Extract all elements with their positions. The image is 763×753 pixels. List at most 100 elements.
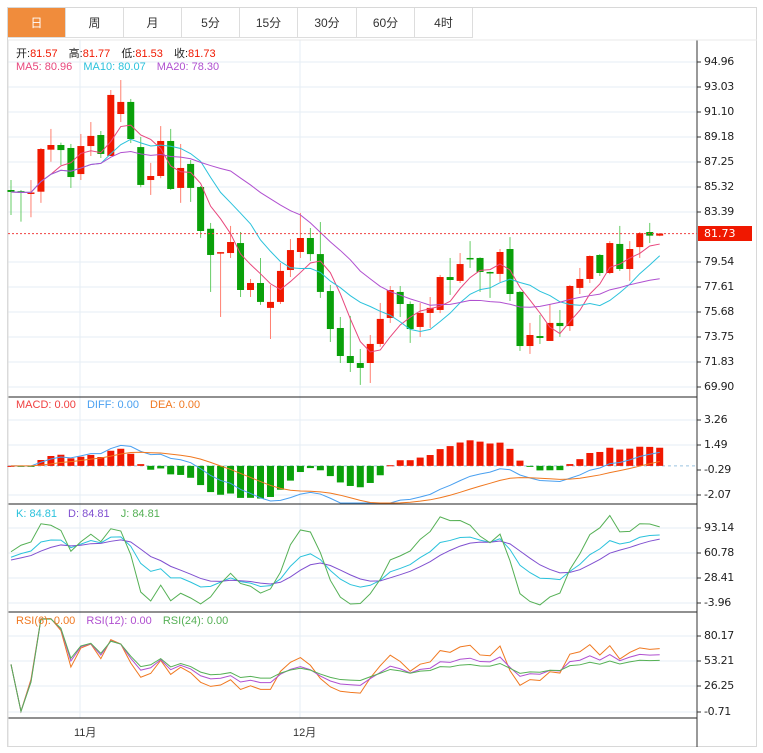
candle-down [207,228,215,255]
rsi-legend: RSI(6): 0.00 RSI(12): 0.00 RSI(24): 0.00 [16,615,228,627]
macd-bar [546,465,554,471]
macd-bar [37,460,45,466]
tab-week[interactable]: 周 [66,8,124,38]
candle-down [97,135,105,154]
candle-up [606,243,614,274]
j-line [10,514,660,606]
tab-month[interactable]: 月 [124,8,182,38]
close-label: 收: [173,48,189,60]
macd-bar [57,454,65,466]
candle-up [117,101,125,115]
candle-up [227,242,235,254]
close-value: 81.73 [188,48,216,60]
candle-up [416,312,424,327]
macd-bar [606,447,614,466]
open-label: 开: [16,48,31,60]
diff-line [10,444,660,504]
k-line [10,534,660,588]
candle-down [7,190,15,192]
high-value: 81.77 [82,48,111,60]
candle-down [596,254,604,274]
candle-down [406,303,414,330]
price-tick: 94.96 [704,55,734,68]
candle-up [47,145,55,150]
price-tick: 71.83 [704,355,734,368]
macd-bar [596,451,604,466]
macd-bar [167,465,175,475]
candle-up [147,175,155,181]
tab-30min[interactable]: 30分 [298,8,357,38]
candle-up [296,237,304,252]
candle-up [586,256,594,279]
tab-60min[interactable]: 60分 [357,8,415,38]
diff-value: DIFF: 0.00 [86,399,139,411]
macd-bar [646,446,654,466]
candle-up [376,318,384,344]
candle-up [107,94,115,157]
candle-up [366,343,374,364]
macd-bar [576,459,584,466]
macd-bar [566,464,574,466]
ma5-line [10,124,660,353]
macd-bar [506,448,514,466]
tab-day[interactable]: 日 [8,8,66,38]
macd-bar [177,465,185,475]
rsi-tick: 26.25 [704,679,734,692]
candle-up [656,233,664,236]
candle-down [57,145,65,151]
candle-up [177,167,185,188]
kdj-tick: -3.96 [704,596,731,609]
macd-bar [626,448,634,466]
macd-bar [247,465,255,498]
macd-bar [616,449,624,466]
macd-bar [117,448,125,466]
tab-15min[interactable]: 15分 [240,8,298,38]
tab-5min[interactable]: 5分 [182,8,240,38]
rsi24-line [10,618,660,714]
macd-bar [326,465,334,477]
candle-up [456,264,464,281]
candle-up [276,270,284,302]
price-tick: 79.54 [704,255,734,268]
candle-down [506,249,514,295]
candle-up [546,322,554,341]
macd-bar [466,440,474,466]
candle-down [197,187,205,231]
dea-value: DEA: 0.00 [150,399,201,411]
candle-up [526,334,534,347]
candle-up [87,135,95,147]
macd-bar [496,442,504,466]
candle-up [27,192,35,194]
x-label-nov: 11月 [74,727,97,739]
ma20-legend: MA20: 78.30 [156,61,220,73]
price-tick: 85.32 [704,180,734,193]
macd-bar [516,460,524,466]
candle-up [217,252,225,254]
macd-bar [276,465,284,490]
candle-down [396,291,404,304]
macd-bar [446,446,454,466]
macd-bar [137,464,145,466]
macd-bar [127,453,135,466]
price-tick: 77.61 [704,280,734,293]
candle-down [466,257,474,260]
tab-4hour[interactable]: 4时 [415,8,473,38]
macd-bar [87,454,95,466]
candle-down [187,163,195,188]
candle-down [356,363,364,368]
macd-bar [406,460,414,466]
macd-bar [366,465,374,483]
rsi12-value: RSI(12): 0.00 [86,615,152,627]
rsi12-line [10,618,660,714]
low-value: 81.53 [135,48,163,60]
macd-bar [77,456,85,466]
macd-tick: -2.07 [704,488,731,501]
ohlc-header: 开:81.57 高:81.77 低:81.53 收:81.73 [16,45,216,61]
macd-bar [107,450,115,466]
candle-up [266,301,274,308]
open-value: 81.57 [30,48,58,60]
candle-down [516,291,524,347]
price-tick: 73.75 [704,330,734,343]
macd-bar [296,465,304,473]
